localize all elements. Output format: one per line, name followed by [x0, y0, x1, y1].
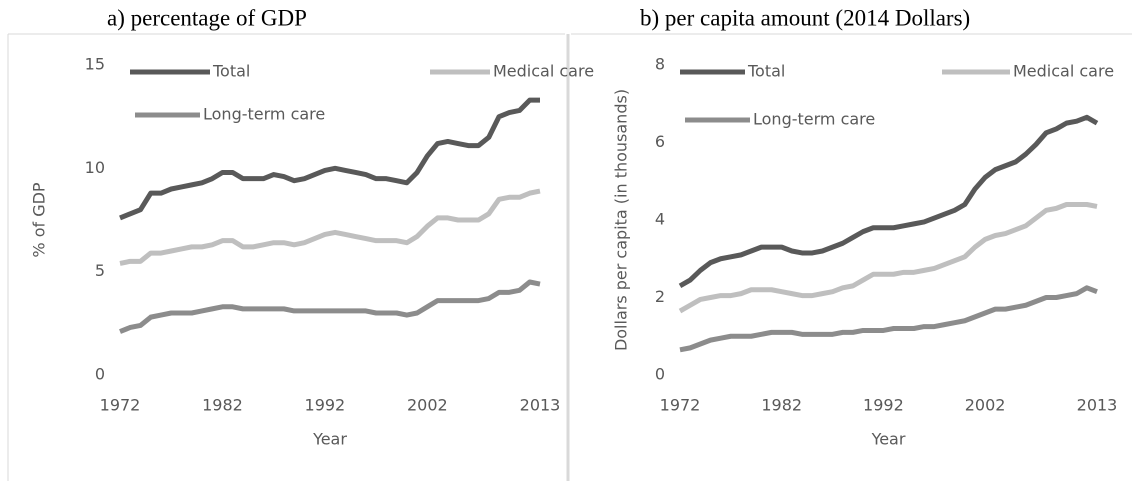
series-line	[678, 114, 1099, 289]
legend-label: Long-term care	[203, 105, 325, 124]
y-tick-label: 5	[95, 261, 105, 280]
x-axis-label: Year	[312, 430, 347, 449]
x-tick-label: 2013	[1077, 396, 1118, 415]
series-line	[679, 285, 1098, 353]
y-axis-label: Dollars per capita (in thousands)	[612, 89, 631, 351]
y-tick-label: 6	[655, 132, 665, 151]
y-tick-label: 8	[655, 55, 665, 74]
series-line	[119, 279, 541, 334]
series-line	[119, 97, 540, 221]
y-tick-label: 4	[655, 210, 665, 229]
x-tick-label: 2002	[407, 396, 448, 415]
x-tick-label: 1972	[660, 396, 701, 415]
chart-title: b) per capita amount (2014 Dollars)	[640, 5, 970, 30]
legend-label: Medical care	[1013, 62, 1114, 81]
x-tick-label: 1982	[202, 396, 243, 415]
chart-title: a) percentage of GDP	[107, 5, 307, 30]
legend-label: Total	[747, 62, 785, 81]
y-tick-label: 10	[85, 158, 105, 177]
y-tick-label: 0	[95, 365, 105, 384]
legend-label: Long-term care	[753, 110, 875, 129]
series-line	[678, 202, 1098, 314]
x-tick-label: 2013	[520, 396, 561, 415]
x-tick-label: 2002	[965, 396, 1006, 415]
y-axis-label: % of GDP	[30, 182, 49, 258]
legend-label: Medical care	[493, 62, 594, 81]
x-axis-label: Year	[871, 430, 906, 449]
x-tick-label: 1992	[863, 396, 904, 415]
y-tick-label: 15	[85, 55, 105, 74]
y-tick-label: 0	[655, 365, 665, 384]
series-line	[119, 188, 541, 266]
x-tick-label: 1982	[761, 396, 802, 415]
x-tick-label: 1992	[305, 396, 346, 415]
y-tick-label: 2	[655, 287, 665, 306]
x-tick-label: 1972	[100, 396, 141, 415]
legend-label: Total	[212, 62, 250, 81]
